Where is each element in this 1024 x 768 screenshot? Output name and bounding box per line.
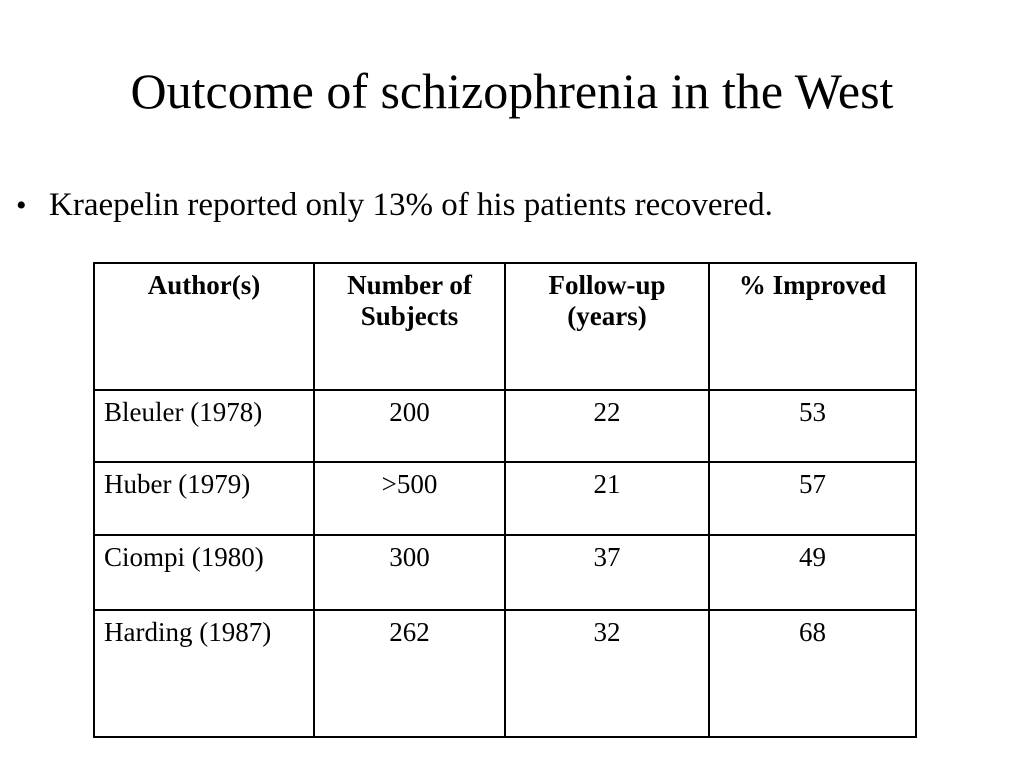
header-cell-followup: Follow-up (years) [504,262,710,391]
cell-author: Ciompi (1980) [93,534,315,611]
cell-improved: 53 [708,389,917,463]
cell-followup: 37 [504,534,710,611]
cell-subjects: >500 [313,461,506,536]
cell-improved: 68 [708,609,917,738]
header-cell-improved: % Improved [708,262,917,391]
cell-author: Huber (1979) [93,461,315,536]
table-row: Ciompi (1980) 300 37 49 [93,534,917,611]
cell-subjects: 200 [313,389,506,463]
bullet-text: Kraepelin reported only 13% of his patie… [49,187,773,223]
cell-improved: 57 [708,461,917,536]
header-cell-authors: Author(s) [93,262,315,391]
header-cell-subjects: Number of Subjects [313,262,506,391]
cell-author: Bleuler (1978) [93,389,315,463]
table-row: Harding (1987) 262 32 68 [93,609,917,738]
bullet-item: • Kraepelin reported only 13% of his pat… [16,186,994,226]
cell-followup: 32 [504,609,710,738]
slide-title: Outcome of schizophrenia in the West [130,63,894,119]
cell-followup: 21 [504,461,710,536]
table-row: Bleuler (1978) 200 22 53 [93,389,917,463]
table-header-row: Author(s) Number of Subjects Follow-up (… [93,262,917,391]
cell-improved: 49 [708,534,917,611]
bullet-marker: • [16,189,27,222]
cell-author: Harding (1987) [93,609,315,738]
table-row: Huber (1979) >500 21 57 [93,461,917,536]
cell-followup: 22 [504,389,710,463]
outcome-table: Author(s) Number of Subjects Follow-up (… [93,262,917,738]
cell-subjects: 262 [313,609,506,738]
cell-subjects: 300 [313,534,506,611]
